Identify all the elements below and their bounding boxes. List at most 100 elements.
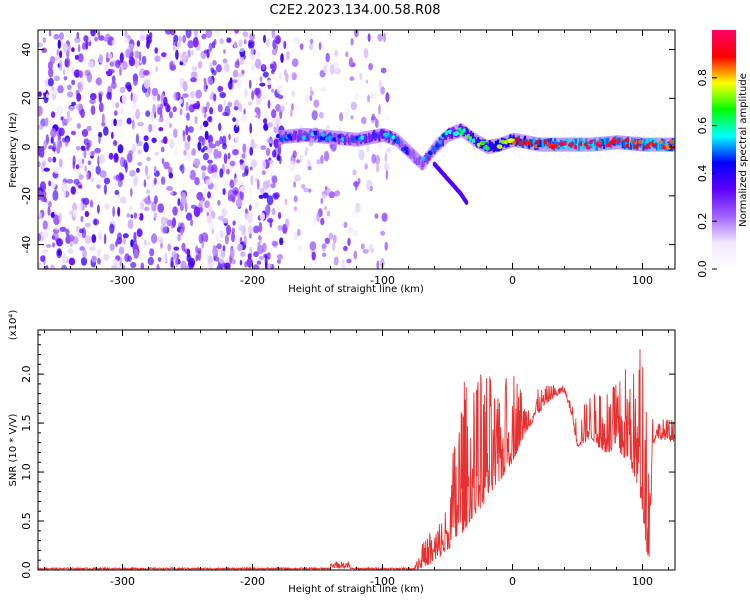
noise-speckle [81,158,85,164]
noise-speckle [309,43,314,51]
noise-speckle [173,246,180,251]
noise-speckle [58,127,65,137]
noise-speckle [242,31,249,38]
noise-speckle [232,259,236,265]
noise-speckle [232,79,238,84]
noise-speckle [119,52,124,63]
noise-speckle [256,50,261,58]
noise-speckle [222,245,226,252]
noise-speckle [42,220,48,230]
noise-speckle [316,211,320,223]
noise-speckle [343,245,348,252]
noise-speckle [62,42,68,53]
noise-speckle [166,186,173,191]
noise-speckle [153,212,158,219]
noise-speckle [50,128,57,138]
noise-speckle [66,110,71,118]
noise-speckle [125,48,131,59]
track-core [496,139,500,147]
noise-speckle [59,226,67,232]
noise-speckle [350,37,354,46]
snr-x-ticks: -300 -200 -100 0 100 [44,330,669,588]
noise-speckle [126,117,132,125]
noise-speckle [67,84,72,91]
noise-speckle [319,111,324,119]
noise-speckle [49,55,56,65]
noise-speckle [224,63,230,73]
noise-speckle [207,215,212,224]
noise-speckle [240,251,246,257]
noise-speckle [58,60,63,71]
noise-speckle [41,47,48,54]
noise-speckle [352,169,357,176]
noise-speckle [309,38,314,45]
noise-speckle [70,130,76,136]
noise-speckle [98,136,101,144]
noise-speckle [120,173,125,181]
noise-speckle [293,181,297,188]
noise-speckle [160,146,165,153]
noise-speckle [185,212,193,221]
noise-speckle [207,116,212,122]
noise-speckle [290,109,293,117]
noise-speckle [261,63,266,71]
colorbar-tick-label: 0.4 [696,165,709,183]
noise-speckle [152,95,156,101]
noise-speckle [284,198,288,206]
noise-speckle [154,47,158,54]
noise-speckle [67,234,75,242]
noise-speckle [257,241,261,250]
noise-speckle [187,49,191,58]
noise-speckle [262,71,269,78]
noise-speckle [217,104,223,113]
noise-speckle [132,143,136,153]
noise-speckle [84,210,90,218]
noise-speckle [115,174,119,182]
noise-speckle [120,61,124,72]
noise-speckle [48,30,52,37]
noise-speckle [145,110,151,117]
noise-speckle [112,140,118,146]
noise-speckle [135,133,139,144]
noise-speckle [160,216,167,225]
noise-speckle [264,255,268,267]
noise-speckle [48,114,51,123]
noise-speckle [179,98,183,104]
noise-speckle [378,79,383,89]
noise-speckle [253,251,259,258]
noise-speckle [345,51,349,58]
noise-speckle [111,101,116,109]
noise-speckle [143,135,149,142]
noise-speckle [234,60,240,69]
noise-speckle [362,249,369,254]
noise-speckle [252,111,257,117]
noise-speckle [112,258,119,267]
noise-speckle [219,136,223,145]
noise-speckle [68,257,76,266]
noise-speckle [148,123,153,133]
track-core [495,144,499,152]
noise-speckle [74,54,79,60]
track-core [672,139,675,147]
noise-speckle [235,198,243,208]
noise-speckle [135,108,141,120]
noise-speckle [246,258,253,268]
noise-speckle [66,178,74,184]
noise-speckle [240,113,248,123]
noise-speckle [77,53,84,63]
noise-speckle [82,248,87,260]
noise-speckle [152,104,156,115]
noise-speckle [62,253,67,264]
noise-speckle [117,178,123,188]
noise-speckle [193,158,201,167]
noise-speckle [182,34,186,44]
noise-speckle [249,247,252,254]
noise-speckle [90,150,96,156]
track-blob [497,144,503,149]
noise-speckle [109,69,115,74]
noise-speckle [119,196,127,204]
noise-speckle [324,187,331,196]
noise-speckle [368,62,373,71]
noise-speckle [94,36,98,42]
noise-speckle [220,230,224,239]
